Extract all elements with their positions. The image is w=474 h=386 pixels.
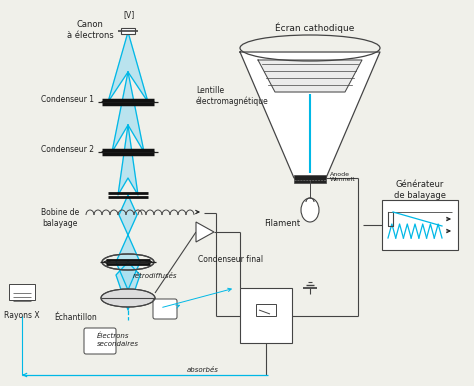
Text: [V]: [V] — [123, 10, 135, 19]
Text: Générateur
de balayage: Générateur de balayage — [394, 180, 446, 200]
Bar — [121, 28, 135, 34]
Ellipse shape — [301, 198, 319, 222]
Polygon shape — [258, 60, 362, 92]
Polygon shape — [112, 72, 144, 152]
Bar — [9, 284, 35, 300]
FancyBboxPatch shape — [153, 299, 177, 319]
Text: Condenseur final: Condenseur final — [198, 256, 263, 264]
Text: Écran cathodique: Écran cathodique — [275, 23, 355, 33]
Text: Lentille
électromagnétique: Lentille électromagnétique — [196, 86, 269, 106]
Polygon shape — [196, 222, 214, 242]
Text: Anode
Wennelt: Anode Wennelt — [330, 172, 356, 183]
Polygon shape — [119, 195, 137, 235]
Polygon shape — [116, 235, 140, 290]
Text: Rayons X: Rayons X — [4, 310, 40, 320]
Polygon shape — [116, 262, 140, 310]
Text: Canon
à électrons: Canon à électrons — [67, 20, 113, 40]
Text: absorbés: absorbés — [187, 367, 219, 373]
Bar — [256, 304, 276, 316]
Text: Filament: Filament — [264, 220, 300, 229]
Text: rétrodiffusés: rétrodiffusés — [133, 273, 177, 279]
Text: Bobine de
balayage: Bobine de balayage — [41, 208, 79, 228]
Text: Électrons: Électrons — [97, 333, 129, 339]
Ellipse shape — [101, 289, 155, 307]
Text: Condenseur 1: Condenseur 1 — [42, 95, 94, 105]
Polygon shape — [240, 52, 380, 178]
Text: Échantillon: Échantillon — [55, 313, 97, 322]
Bar — [240, 288, 292, 343]
Text: secondaires: secondaires — [97, 341, 139, 347]
FancyBboxPatch shape — [84, 328, 116, 354]
Bar — [294, 175, 326, 183]
Bar — [382, 200, 458, 250]
Polygon shape — [108, 32, 148, 102]
Polygon shape — [118, 125, 138, 195]
Text: Condenseur 2: Condenseur 2 — [42, 146, 94, 154]
